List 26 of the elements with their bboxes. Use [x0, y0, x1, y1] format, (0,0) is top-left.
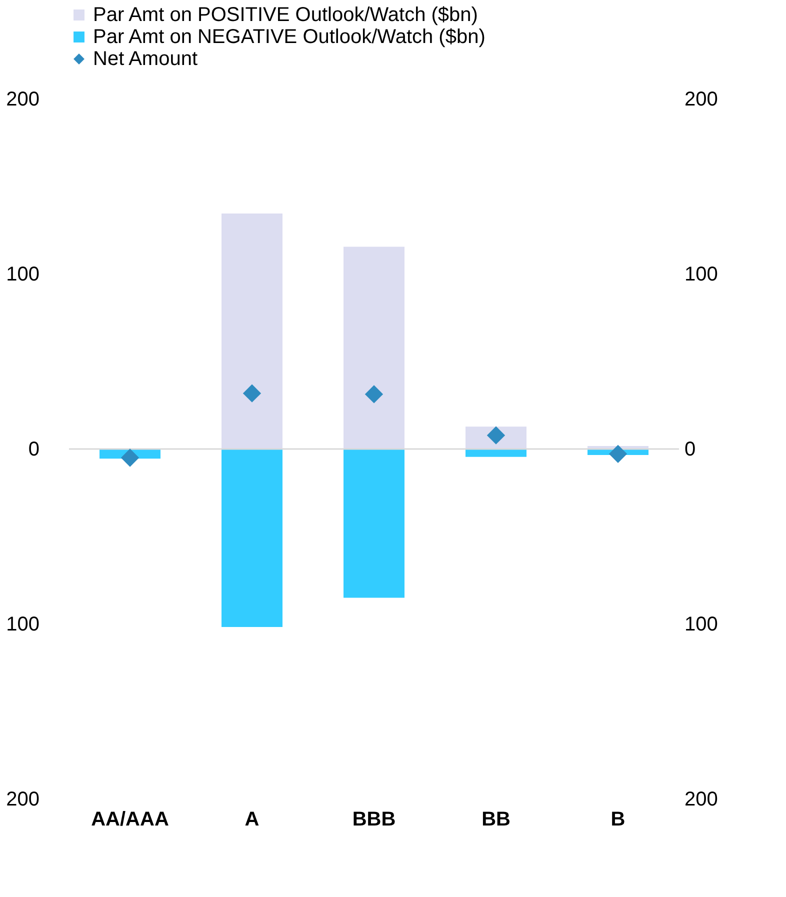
y-tick-label: 0: [28, 438, 40, 460]
x-tick-label: AA/AAA: [91, 808, 169, 830]
legend-label: Net Amount: [93, 48, 198, 70]
y2-tick-label: 100: [684, 264, 718, 286]
x-tick-label: BB: [482, 808, 510, 830]
y-tick-label: 200: [6, 88, 40, 110]
bar: [222, 449, 282, 627]
y2-tick-label: 200: [684, 88, 718, 110]
y2-tick-label: 100: [684, 614, 718, 636]
point: [242, 384, 262, 402]
x-tick-label: BBB: [352, 808, 396, 830]
x-tick-label: B: [610, 808, 626, 830]
point: [120, 448, 140, 467]
y2-tick-label: 0: [684, 438, 696, 460]
bar: [222, 213, 282, 449]
y-tick-label: 200: [6, 788, 40, 810]
legend-label: Par Amt on POSITIVE Outlook/Watch ($bn): [93, 4, 478, 26]
bar: [344, 449, 404, 598]
y2-tick-label: 200: [684, 788, 718, 810]
y-tick-label: 100: [6, 614, 40, 636]
legend-label: Par Amt on NEGATIVE Outlook/Watch ($bn): [93, 26, 486, 48]
point: [608, 444, 628, 463]
y-tick-label: 100: [6, 264, 40, 286]
x-tick-label: A: [244, 808, 260, 830]
point: [364, 385, 384, 404]
bar: [344, 246, 404, 449]
